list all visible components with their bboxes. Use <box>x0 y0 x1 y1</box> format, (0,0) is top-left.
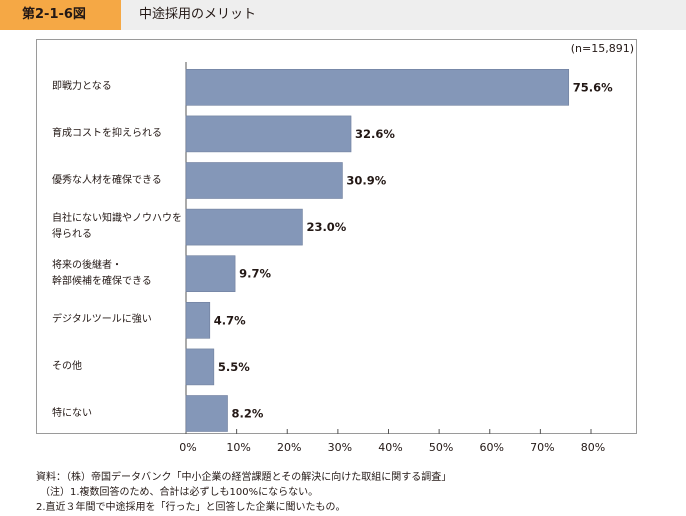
x-tick-label: 30% <box>328 441 352 454</box>
x-tick-label: 10% <box>226 441 250 454</box>
category-label: 即戦力となる <box>52 79 182 95</box>
category-label: 自社にない知識やノウハウを 得られる <box>52 211 182 243</box>
category-label: 特にない <box>52 406 182 422</box>
category-label-line: 育成コストを抑えられる <box>52 127 162 139</box>
category-label-line: その他 <box>52 360 82 372</box>
bar <box>185 115 352 153</box>
source-note: 資料：（株）帝国データバンク「中小企業の経営課題とその解決に向けた取組に関する調… <box>36 472 452 483</box>
category-label: 優秀な人材を確保できる <box>52 173 182 189</box>
footer-notes: 資料：（株）帝国データバンク「中小企業の経営課題とその解決に向けた取組に関する調… <box>36 470 451 515</box>
category-label-line: 将来の後継者・ <box>52 259 122 271</box>
category-label-line: 優秀な人材を確保できる <box>52 174 162 186</box>
bar <box>185 348 215 386</box>
figure-number: 第2-1-6図 <box>0 0 121 30</box>
value-label: 75.6% <box>573 80 613 94</box>
note-2: 2.直近３年間で中途採用を「行った」と回答した企業に聞いたもの。 <box>36 502 346 513</box>
value-label: 8.2% <box>232 407 264 421</box>
category-label-line: 自社にない知識やノウハウを <box>52 213 182 225</box>
category-label-line: 特にない <box>52 407 92 419</box>
figure-title: 中途採用のメリット <box>139 7 257 22</box>
x-tick-label: 60% <box>480 441 504 454</box>
x-tick-label: 0% <box>179 441 196 454</box>
bar <box>185 255 236 292</box>
value-label: 32.6% <box>355 127 395 141</box>
x-tick-label: 50% <box>429 441 453 454</box>
bar <box>185 301 211 339</box>
category-label: 育成コストを抑えられる <box>52 126 182 142</box>
category-label-line: 即戦力となる <box>52 81 112 93</box>
plot-frame <box>36 39 637 434</box>
x-tick-label: 80% <box>581 441 605 454</box>
x-tick-label: 70% <box>530 441 554 454</box>
value-label: 9.7% <box>239 267 271 281</box>
figure-header: 第2-1-6図 中途採用のメリット <box>0 0 686 30</box>
category-label-line: デジタルツールに強い <box>52 314 152 326</box>
note-1: （注）1.複数回答のため、合計は必ずしも100%にならない。 <box>40 487 319 498</box>
category-label-line: 幹部候補を確保できる <box>52 275 152 287</box>
value-label: 5.5% <box>218 360 250 374</box>
category-label-line: 得られる <box>52 229 92 241</box>
value-label: 23.0% <box>306 220 346 234</box>
value-label: 30.9% <box>346 174 386 188</box>
bar <box>185 395 228 432</box>
x-tick-label: 40% <box>378 441 402 454</box>
bar <box>185 69 570 106</box>
sample-size-note: (n=15,891) <box>570 42 634 55</box>
category-label: その他 <box>52 359 182 375</box>
category-label: デジタルツールに強い <box>52 312 182 328</box>
bar <box>185 208 303 246</box>
category-label: 将来の後継者・幹部候補を確保できる <box>52 258 182 290</box>
bar <box>185 162 343 199</box>
value-label: 4.7% <box>214 313 246 327</box>
x-tick-label: 20% <box>277 441 301 454</box>
